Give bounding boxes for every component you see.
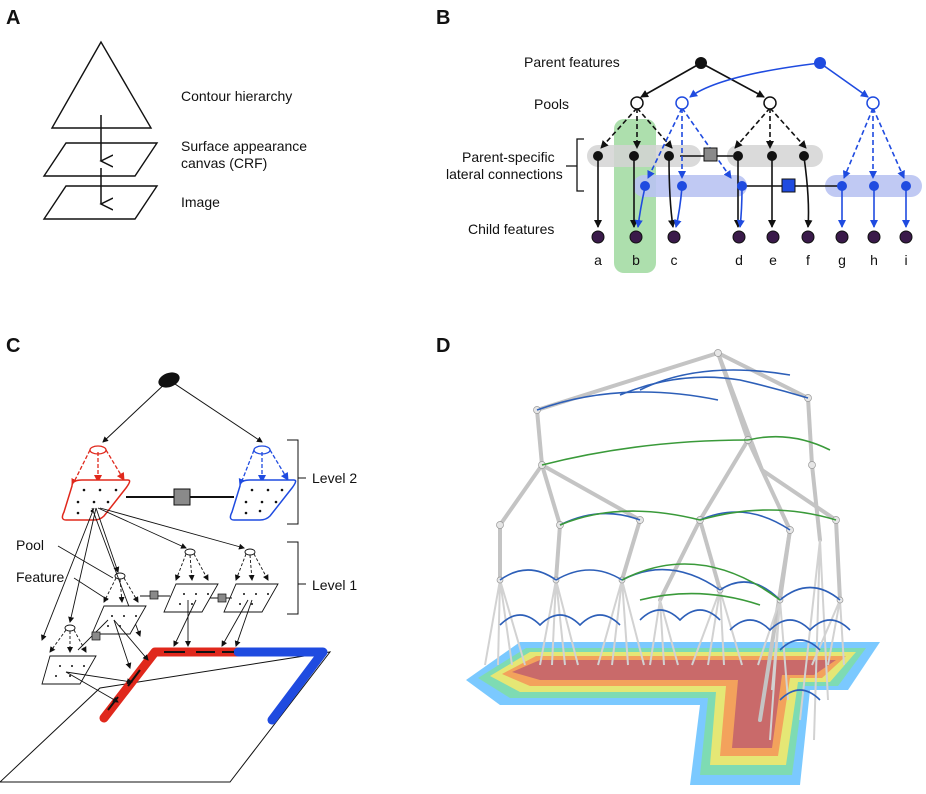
feature-plane-blue [229, 479, 297, 521]
label-parent-features: Parent features [524, 54, 620, 70]
parent-feature-blue [814, 57, 826, 69]
feature-node [901, 181, 911, 191]
leaf-label: h [870, 252, 878, 268]
label-surface-appearance: Surface appearance [181, 138, 307, 154]
child-node [801, 230, 815, 244]
label-canvas-crf: canvas (CRF) [181, 155, 267, 171]
label-pool: Pool [16, 537, 44, 553]
lateral-factor-gray [703, 147, 718, 162]
feature-node [640, 181, 650, 191]
label-level-2: Level 2 [312, 470, 357, 486]
child-node [899, 230, 913, 244]
feature-plane-red [61, 479, 131, 521]
feature-node [799, 151, 809, 161]
pool-node [763, 96, 777, 110]
feature-node [733, 151, 743, 161]
panel-d: D [436, 335, 880, 785]
leaf-label: i [904, 252, 907, 268]
bracket [566, 138, 584, 192]
lateral-arcs-green [541, 435, 837, 606]
feature-node [869, 181, 879, 191]
feature-node [677, 181, 687, 191]
child-node [835, 230, 849, 244]
feature-node [593, 151, 603, 161]
contour-blue [233, 647, 328, 725]
lateral-arcs-blue [499, 369, 851, 701]
label-feature: Feature [16, 569, 64, 585]
leaf-label: e [769, 252, 777, 268]
feature-node [767, 151, 777, 161]
child-node [629, 230, 643, 244]
label-contour-hierarchy: Contour hierarchy [181, 88, 292, 104]
heatmap-floor [466, 642, 880, 785]
leaf-label: a [594, 252, 602, 268]
pool-node [866, 96, 880, 110]
feature-node [737, 181, 747, 191]
label-child-features: Child features [468, 221, 554, 237]
child-node [867, 230, 881, 244]
panel-c: C [0, 335, 357, 783]
leaf-label: f [806, 252, 810, 268]
child-node [766, 230, 780, 244]
parent-feature-black [695, 57, 707, 69]
blue-band-left [633, 175, 747, 197]
feature-node [837, 181, 847, 191]
pool-node [630, 96, 644, 110]
label-level-1: Level 1 [312, 577, 357, 593]
child-node [732, 230, 746, 244]
panel-letter-b: B [436, 7, 450, 29]
feature-node [629, 151, 639, 161]
contour-red [99, 647, 243, 723]
panel-a: A Contour hierarchy Surface appearance c… [6, 7, 307, 220]
label-lateral-connections: lateral connections [446, 166, 563, 182]
pool-node [675, 96, 689, 110]
lateral-factor-blue [781, 178, 796, 193]
child-node [591, 230, 605, 244]
panel-b: B Parent features Pools Parent-specific … [436, 7, 922, 273]
leaf-label: d [735, 252, 743, 268]
feature-node [664, 151, 674, 161]
lateral-factor [173, 488, 191, 506]
panel-letter-a: A [6, 7, 20, 29]
label-pools: Pools [534, 96, 569, 112]
panel-letter-c: C [6, 335, 20, 357]
panel-letter-d: D [436, 335, 450, 357]
leaf-label: b [632, 252, 640, 268]
child-node [667, 230, 681, 244]
label-image: Image [181, 194, 220, 210]
leaf-label: g [838, 252, 846, 268]
gray-band-left [587, 145, 701, 167]
image-plane [0, 651, 332, 783]
label-parent-specific: Parent-specific [462, 149, 555, 165]
leaf-label: c [671, 252, 678, 268]
